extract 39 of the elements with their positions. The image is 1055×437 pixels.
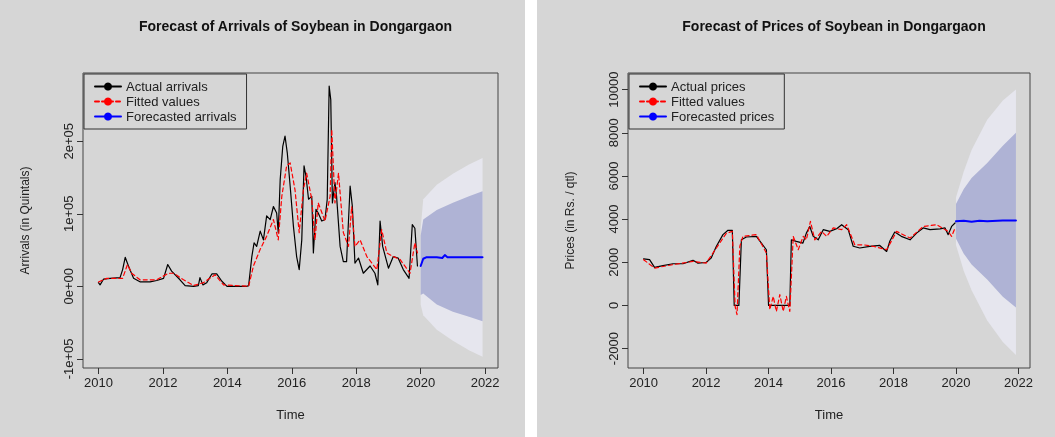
chart-title: Forecast of Arrivals of Soybean in Dongargaon bbox=[139, 18, 452, 34]
y-tick-label: 4000 bbox=[606, 204, 621, 234]
y-tick-label: 1e+05 bbox=[61, 195, 76, 233]
x-tick-label: 2014 bbox=[212, 375, 242, 390]
x-tick-label: 2018 bbox=[341, 375, 371, 390]
legend-label: Actual arrivals bbox=[126, 79, 209, 94]
y-tick-label: 0e+00 bbox=[61, 268, 76, 305]
y-tick-label: 0 bbox=[606, 301, 621, 310]
legend-label: Fitted values bbox=[671, 94, 746, 109]
y-tick-label: 6000 bbox=[606, 161, 621, 191]
legend-label: Fitted values bbox=[126, 94, 201, 109]
x-tick-label: 2020 bbox=[406, 375, 436, 390]
x-tick-label: 2014 bbox=[754, 375, 784, 390]
chart-title: Forecast of Prices of Soybean in Dongargaon bbox=[682, 18, 986, 34]
x-axis-title: Time bbox=[814, 407, 844, 422]
x-tick-label: 2012 bbox=[691, 375, 721, 390]
line-series bbox=[419, 254, 484, 267]
x-tick-label: 2022 bbox=[1003, 375, 1033, 390]
x-tick-label: 2012 bbox=[148, 375, 178, 390]
y-tick-label: 2000 bbox=[606, 247, 621, 277]
y-axis-title: Arrivals (in Quintals) bbox=[18, 166, 32, 275]
y-axis-title: Prices (in Rs. / qtl) bbox=[563, 171, 577, 270]
legend-label: Forecasted prices bbox=[671, 109, 775, 124]
x-axis-title: Time bbox=[276, 407, 305, 422]
y-tick-label: -2000 bbox=[606, 331, 621, 366]
line-series bbox=[97, 128, 419, 287]
legend-label: Actual prices bbox=[671, 79, 746, 94]
y-tick-label: -1e+05 bbox=[61, 338, 76, 380]
x-tick-label: 2022 bbox=[470, 375, 500, 390]
y-tick-label: 2e+05 bbox=[61, 122, 76, 160]
x-tick-label: 2020 bbox=[941, 375, 971, 390]
x-tick-label: 2010 bbox=[84, 375, 113, 390]
x-tick-label: 2016 bbox=[816, 375, 846, 390]
x-tick-label: 2018 bbox=[879, 375, 908, 390]
y-tick-label: 8000 bbox=[606, 118, 621, 148]
y-tick-label: 10000 bbox=[606, 71, 621, 108]
x-tick-label: 2016 bbox=[277, 375, 307, 390]
x-tick-label: 2010 bbox=[629, 375, 659, 390]
legend-label: Forecasted arrivals bbox=[126, 109, 238, 124]
